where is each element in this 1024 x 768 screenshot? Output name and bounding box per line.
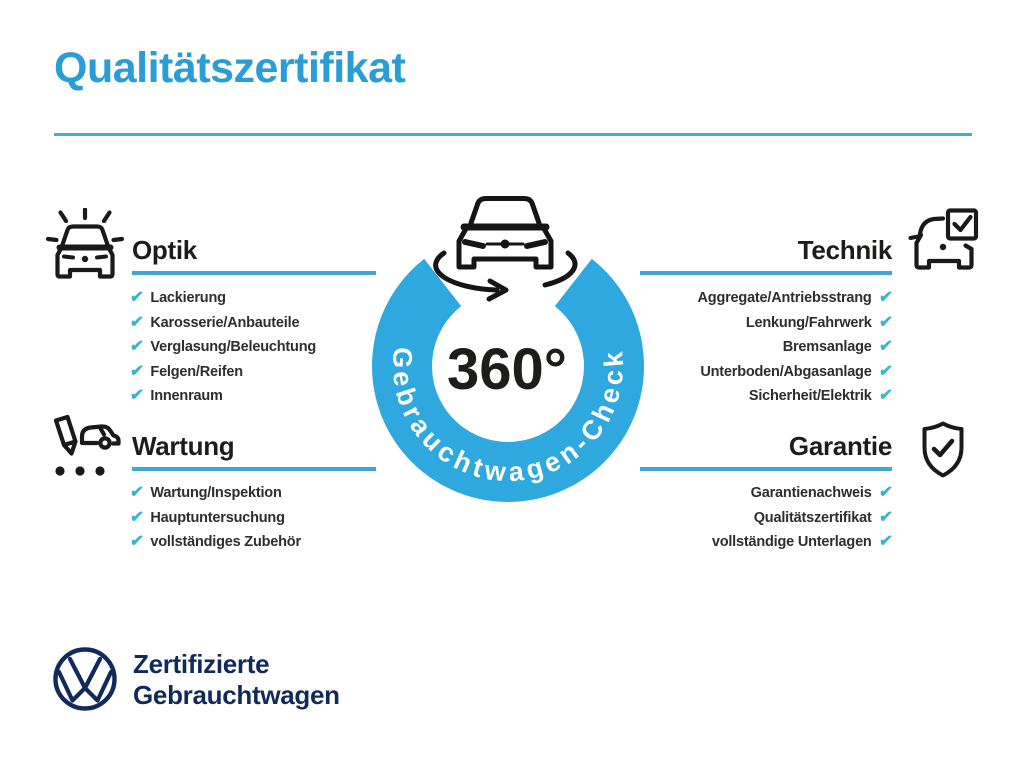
check-icon: ✔ bbox=[129, 338, 145, 356]
check-icon: ✔ bbox=[129, 289, 145, 307]
checklist-item: ✔ Verglasung/Beleuchtung bbox=[129, 335, 410, 360]
check-icon: ✔ bbox=[877, 484, 893, 502]
check-icon: ✔ bbox=[877, 387, 893, 405]
section-garantie-divider bbox=[640, 467, 892, 471]
check-icon: ✔ bbox=[129, 362, 145, 380]
section-optik-divider bbox=[132, 271, 376, 275]
360-check-graphic: Gebrauchtwagen-Check 360° bbox=[372, 196, 644, 502]
checklist-item-label: vollständige Unterlagen bbox=[711, 534, 872, 551]
car-checkbox-icon bbox=[908, 208, 979, 270]
checklist-item-label: Hauptuntersuchung bbox=[150, 509, 285, 526]
car-shine-icon bbox=[45, 208, 125, 279]
checklist-item-label: Karosserie/Anbauteile bbox=[150, 314, 300, 331]
checklist-item-label: Garantienachweis bbox=[750, 485, 872, 502]
checklist-item-label: Bremsanlage bbox=[782, 339, 872, 356]
checklist-item-label: Lenkung/Fahrwerk bbox=[745, 314, 872, 331]
checklist-item: Unterboden/Abgasanlage ✔ bbox=[560, 360, 893, 385]
checklist-item: Garantienachweis ✔ bbox=[560, 481, 893, 506]
checklist-item-label: Sicherheit/Elektrik bbox=[748, 388, 872, 405]
checklist-item: Bremsanlage ✔ bbox=[560, 335, 893, 360]
checklist-item: vollständige Unterlagen ✔ bbox=[560, 530, 893, 555]
check-icon: ✔ bbox=[877, 533, 893, 551]
section-garantie-items: Garantienachweis ✔ Qualitätszertifikat ✔ v… bbox=[560, 481, 893, 555]
checklist-item: ✔ Innenraum bbox=[129, 384, 410, 409]
section-wartung-items: ✔ Wartung/Inspektion ✔ Hauptuntersuchung ✔… bbox=[129, 481, 410, 555]
footer-claim-line1: Zertifizierte bbox=[133, 649, 270, 679]
vw-logo bbox=[53, 647, 117, 711]
title-divider bbox=[54, 133, 972, 136]
car-rotate-icon bbox=[433, 196, 578, 302]
section-optik-title: Optik bbox=[132, 235, 197, 265]
checklist-item-label: Qualitätszertifikat bbox=[753, 509, 872, 526]
check-icon: ✔ bbox=[129, 387, 145, 405]
footer-claim: Zertifizierte Gebrauchtwagen bbox=[133, 649, 340, 711]
section-garantie-title: Garantie bbox=[788, 431, 892, 461]
section-wartung-divider bbox=[132, 467, 376, 471]
pencil-car-icon bbox=[53, 414, 121, 476]
degree-label: 360° bbox=[447, 337, 567, 402]
section-optik-items: ✔ Lackierung ✔ Karosserie/Anbauteile ✔ Verg… bbox=[129, 286, 410, 409]
check-icon: ✔ bbox=[129, 533, 145, 551]
checklist-item: ✔ Felgen/Reifen bbox=[129, 360, 410, 385]
section-garantie: Garantie bbox=[640, 430, 892, 471]
checklist-item: Aggregate/Antriebsstrang ✔ bbox=[560, 286, 893, 311]
checklist-item: Sicherheit/Elektrik ✔ bbox=[560, 384, 893, 409]
shield-check-icon bbox=[922, 421, 964, 478]
checklist-item: Qualitätszertifikat ✔ bbox=[560, 506, 893, 531]
check-icon: ✔ bbox=[877, 362, 893, 380]
checklist-item: Lenkung/Fahrwerk ✔ bbox=[560, 311, 893, 336]
check-icon: ✔ bbox=[129, 313, 145, 331]
checklist-item: ✔ Hauptuntersuchung bbox=[129, 506, 410, 531]
section-technik-items: Aggregate/Antriebsstrang ✔ Lenkung/Fahrwe… bbox=[560, 286, 893, 409]
checklist-item-label: Lackierung bbox=[150, 290, 226, 307]
checklist-item: ✔ Lackierung bbox=[129, 286, 410, 311]
check-icon: ✔ bbox=[129, 508, 145, 526]
checklist-item-label: Felgen/Reifen bbox=[150, 363, 243, 380]
page-title: Qualitätszertifikat bbox=[54, 44, 406, 92]
check-icon: ✔ bbox=[129, 484, 145, 502]
check-icon: ✔ bbox=[877, 289, 893, 307]
check-icon: ✔ bbox=[877, 313, 893, 331]
footer-claim-line2: Gebrauchtwagen bbox=[133, 680, 340, 710]
section-technik-divider bbox=[640, 271, 892, 275]
section-technik-title: Technik bbox=[797, 235, 893, 265]
checklist-item-label: Innenraum bbox=[150, 388, 223, 405]
section-wartung-title: Wartung bbox=[132, 431, 235, 461]
checklist-item: ✔ Wartung/Inspektion bbox=[129, 481, 410, 506]
checklist-item: ✔ Karosserie/Anbauteile bbox=[129, 311, 410, 336]
checklist-item-label: vollständiges Zubehör bbox=[150, 534, 301, 551]
section-technik: Technik bbox=[640, 234, 892, 275]
section-optik: Optik bbox=[132, 234, 376, 275]
ring-arc bbox=[372, 258, 644, 502]
checklist-item-label: Unterboden/Abgasanlage bbox=[700, 363, 872, 380]
checklist-item: ✔ vollständiges Zubehör bbox=[129, 530, 410, 555]
section-wartung: Wartung bbox=[132, 430, 376, 471]
checklist-item-label: Verglasung/Beleuchtung bbox=[150, 339, 317, 356]
check-icon: ✔ bbox=[877, 508, 893, 526]
checklist-item-label: Aggregate/Antriebsstrang bbox=[697, 290, 872, 307]
checklist-item-label: Wartung/Inspektion bbox=[150, 485, 282, 502]
check-icon: ✔ bbox=[877, 338, 893, 356]
